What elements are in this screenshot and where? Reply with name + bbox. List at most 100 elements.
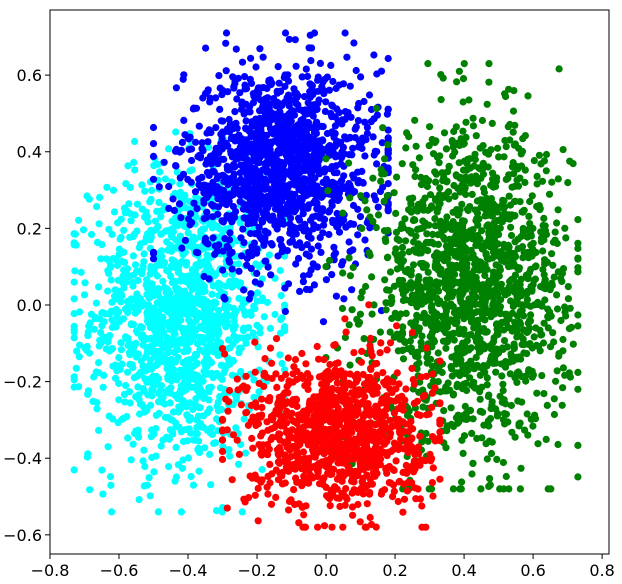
data-point (230, 325, 238, 333)
data-point (253, 199, 261, 207)
data-point (281, 82, 289, 91)
data-point (574, 368, 582, 376)
data-point (524, 248, 532, 256)
data-point (114, 419, 122, 427)
data-point (509, 302, 517, 310)
data-point (329, 216, 337, 224)
data-point (574, 244, 582, 252)
data-point (251, 278, 259, 286)
data-point (444, 336, 452, 344)
data-point (173, 323, 182, 331)
data-point (206, 405, 214, 413)
data-point (412, 166, 420, 174)
data-point (511, 288, 519, 296)
data-point (406, 337, 414, 345)
data-point (370, 151, 378, 159)
data-point (216, 105, 224, 113)
data-point (358, 224, 366, 232)
data-point (240, 495, 248, 503)
data-point (200, 310, 208, 318)
data-point (202, 213, 211, 221)
data-point (511, 433, 519, 441)
data-point (341, 333, 349, 341)
data-point (236, 279, 245, 287)
data-point (200, 394, 208, 402)
data-point (99, 309, 107, 317)
data-point (202, 183, 211, 192)
data-point (341, 29, 349, 37)
data-point (446, 261, 454, 269)
data-point (402, 237, 410, 245)
data-point (124, 162, 132, 170)
data-point (152, 452, 160, 460)
data-point (151, 217, 159, 225)
data-point (432, 170, 440, 178)
data-point (284, 77, 293, 85)
data-point (237, 161, 245, 169)
data-point (463, 264, 471, 272)
data-point (238, 100, 246, 108)
data-point (150, 347, 158, 355)
data-point (248, 213, 256, 221)
data-point (187, 210, 195, 218)
data-point (148, 280, 156, 288)
data-point (299, 448, 308, 456)
data-point (169, 408, 178, 416)
data-point (188, 303, 196, 311)
data-point (235, 267, 243, 275)
data-point (114, 219, 122, 227)
data-point (558, 401, 566, 409)
data-point (265, 100, 274, 108)
data-point (160, 259, 169, 267)
data-point (235, 294, 243, 302)
data-point (253, 249, 261, 257)
data-point (193, 371, 201, 379)
data-point (141, 213, 149, 221)
data-point (201, 444, 209, 452)
data-point (138, 332, 146, 340)
data-point (429, 308, 438, 316)
data-point (365, 91, 374, 99)
data-point (169, 303, 177, 311)
data-point (181, 236, 189, 244)
data-point (149, 140, 158, 148)
data-point (256, 45, 264, 53)
data-point (383, 254, 392, 262)
data-point (553, 219, 561, 227)
data-point (384, 126, 392, 134)
data-point (559, 364, 568, 372)
data-point (303, 132, 311, 140)
data-point (271, 110, 279, 118)
data-point (145, 474, 153, 482)
data-point (230, 170, 238, 178)
data-point (550, 410, 559, 419)
data-point (162, 342, 170, 350)
data-point (553, 291, 561, 299)
data-point (303, 110, 311, 118)
data-point (379, 124, 387, 132)
data-point (225, 115, 233, 124)
data-point (232, 45, 240, 53)
data-point (504, 324, 512, 332)
data-point (244, 333, 252, 341)
data-point (363, 123, 371, 132)
data-point (229, 73, 237, 81)
data-point (480, 362, 488, 370)
data-point (451, 192, 459, 200)
data-point (147, 378, 155, 386)
data-point (515, 420, 523, 428)
data-point (305, 270, 313, 279)
data-point (458, 182, 466, 190)
data-point (426, 123, 434, 131)
data-point (81, 279, 89, 287)
data-point (202, 160, 210, 168)
data-point (139, 457, 147, 465)
data-point (85, 195, 93, 203)
data-point (186, 221, 194, 229)
data-point (445, 162, 453, 170)
data-point (514, 397, 522, 405)
data-point (445, 290, 453, 298)
data-point (301, 191, 309, 199)
data-point (503, 315, 511, 323)
data-point (481, 212, 489, 220)
